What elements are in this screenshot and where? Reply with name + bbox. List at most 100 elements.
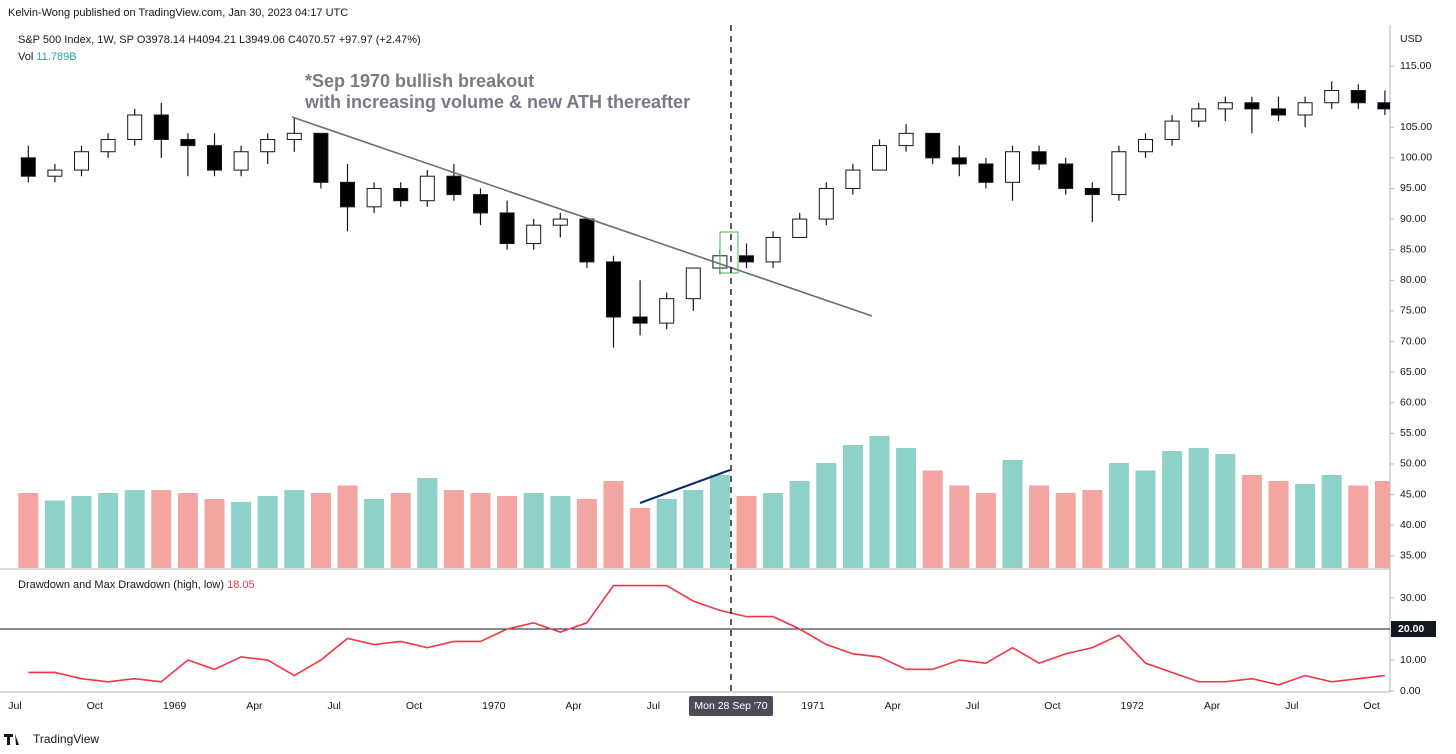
volume-bar	[151, 490, 172, 568]
volume-bar	[364, 499, 385, 568]
volume-trendline	[639, 469, 731, 504]
drawdown-legend: Drawdown and Max Drawdown (high, low) 18…	[18, 579, 255, 591]
y-tick-label: 60.00	[1400, 396, 1426, 408]
candle-body	[898, 132, 914, 147]
price-layer	[20, 81, 1390, 348]
volume-bar	[1135, 470, 1156, 568]
candle-body	[765, 236, 781, 263]
candle-body	[845, 169, 861, 189]
x-tick-label: Apr	[1204, 700, 1221, 712]
volume-bar	[284, 490, 305, 568]
y-tick-label: 65.00	[1400, 366, 1426, 378]
breakout-box	[719, 231, 739, 274]
y-tick-label: 80.00	[1400, 274, 1426, 286]
candle-body	[1005, 151, 1020, 183]
x-tick-label: Oct	[1044, 700, 1060, 712]
volume-bar	[1295, 484, 1316, 568]
volume-bar	[257, 496, 278, 568]
volume-bar	[18, 493, 39, 568]
volume-bar	[1108, 463, 1129, 568]
x-tick-label: Oct	[87, 700, 103, 712]
candle-body	[1164, 120, 1180, 140]
candle-body	[47, 169, 63, 177]
y-tick-label: 45.00	[1400, 488, 1426, 500]
candle-body	[340, 181, 355, 208]
volume-bar	[683, 490, 704, 568]
volume-bar	[523, 493, 544, 568]
x-tick-label: Apr	[565, 700, 582, 712]
candle-body	[606, 261, 621, 318]
x-tick-label: Jul	[327, 700, 340, 712]
x-tick-label: Jul	[1285, 700, 1298, 712]
candle-body	[180, 138, 196, 147]
y-tick-label: 95.00	[1400, 182, 1426, 194]
candle-body	[818, 187, 834, 220]
candle-body	[1217, 102, 1233, 110]
volume-bar	[1188, 448, 1209, 568]
volume-bar	[816, 463, 837, 568]
candle-body	[1031, 151, 1047, 165]
volume-bar	[736, 496, 757, 568]
candle-body	[659, 298, 675, 324]
x-tick-label: Oct	[1363, 700, 1379, 712]
volume-bar	[576, 499, 597, 568]
volume-bar	[922, 470, 943, 568]
candle-body	[1244, 102, 1260, 110]
volume-bar	[1348, 485, 1369, 568]
volume-bar	[842, 445, 863, 568]
publisher: Kelvin-Wong published on TradingView.com…	[8, 7, 348, 19]
candle-body	[1377, 102, 1390, 110]
candle-body	[1138, 138, 1153, 153]
volume-bar	[1268, 481, 1289, 568]
volume-bar	[497, 496, 518, 568]
candle-body	[446, 175, 462, 196]
candle-body	[233, 151, 249, 171]
candle-body	[792, 218, 808, 238]
x-tick-label: Oct	[406, 700, 422, 712]
x-tick-label: Apr	[885, 700, 902, 712]
volume-bar	[1215, 454, 1236, 568]
volume-bar	[709, 475, 730, 568]
volume-bar	[390, 493, 411, 568]
crosshair-label: Mon 28 Sep '70	[694, 700, 767, 712]
candle-body	[366, 187, 382, 208]
volume-bar	[470, 493, 491, 568]
y-tick-label: 85.00	[1400, 243, 1426, 255]
drawdown-line	[28, 584, 1385, 686]
candle-body	[473, 194, 488, 214]
y-tick-label: 40.00	[1400, 519, 1426, 531]
volume-bar	[603, 481, 624, 568]
volume-bar	[231, 502, 252, 568]
candle-body	[632, 316, 648, 324]
axes-layer: 115.00 105.00 100.00 95.00 90.00 85.00 80.00 75…	[8, 60, 1436, 712]
candle-body	[419, 175, 435, 202]
volume-bar	[310, 493, 331, 568]
volume-bar	[177, 493, 198, 568]
level-label-bg	[1391, 621, 1436, 638]
candle-body	[685, 267, 701, 300]
y-tick-label: 0.00	[1400, 685, 1421, 697]
crosshair-label-bg	[689, 696, 773, 716]
y-tick-label: 10.00	[1400, 654, 1426, 666]
candle-body	[1111, 151, 1127, 196]
volume-bar	[1162, 451, 1183, 568]
drawdown-layer	[0, 584, 1390, 686]
volume-bar	[443, 490, 464, 568]
y-tick-label: 100.00	[1400, 152, 1432, 164]
candle-body	[1350, 90, 1366, 104]
candle-body	[1058, 163, 1074, 189]
volume-bar	[975, 493, 996, 568]
volume-bar	[869, 436, 890, 568]
y-tick-label: 90.00	[1400, 213, 1426, 225]
candle-body	[1084, 187, 1100, 196]
annotation: *Sep 1970 bullish breakout	[305, 71, 534, 91]
candle-body	[499, 212, 515, 245]
legend: S&P 500 Index, 1W, SP O3978.14 H4094.21 …	[18, 34, 421, 46]
candle-body	[1324, 90, 1340, 104]
y-tick-label: 70.00	[1400, 335, 1426, 347]
volume-bar	[1055, 493, 1076, 568]
x-tick-label: Jul	[647, 700, 660, 712]
volume-bar	[1374, 481, 1390, 568]
x-tick-label: Apr	[246, 700, 263, 712]
